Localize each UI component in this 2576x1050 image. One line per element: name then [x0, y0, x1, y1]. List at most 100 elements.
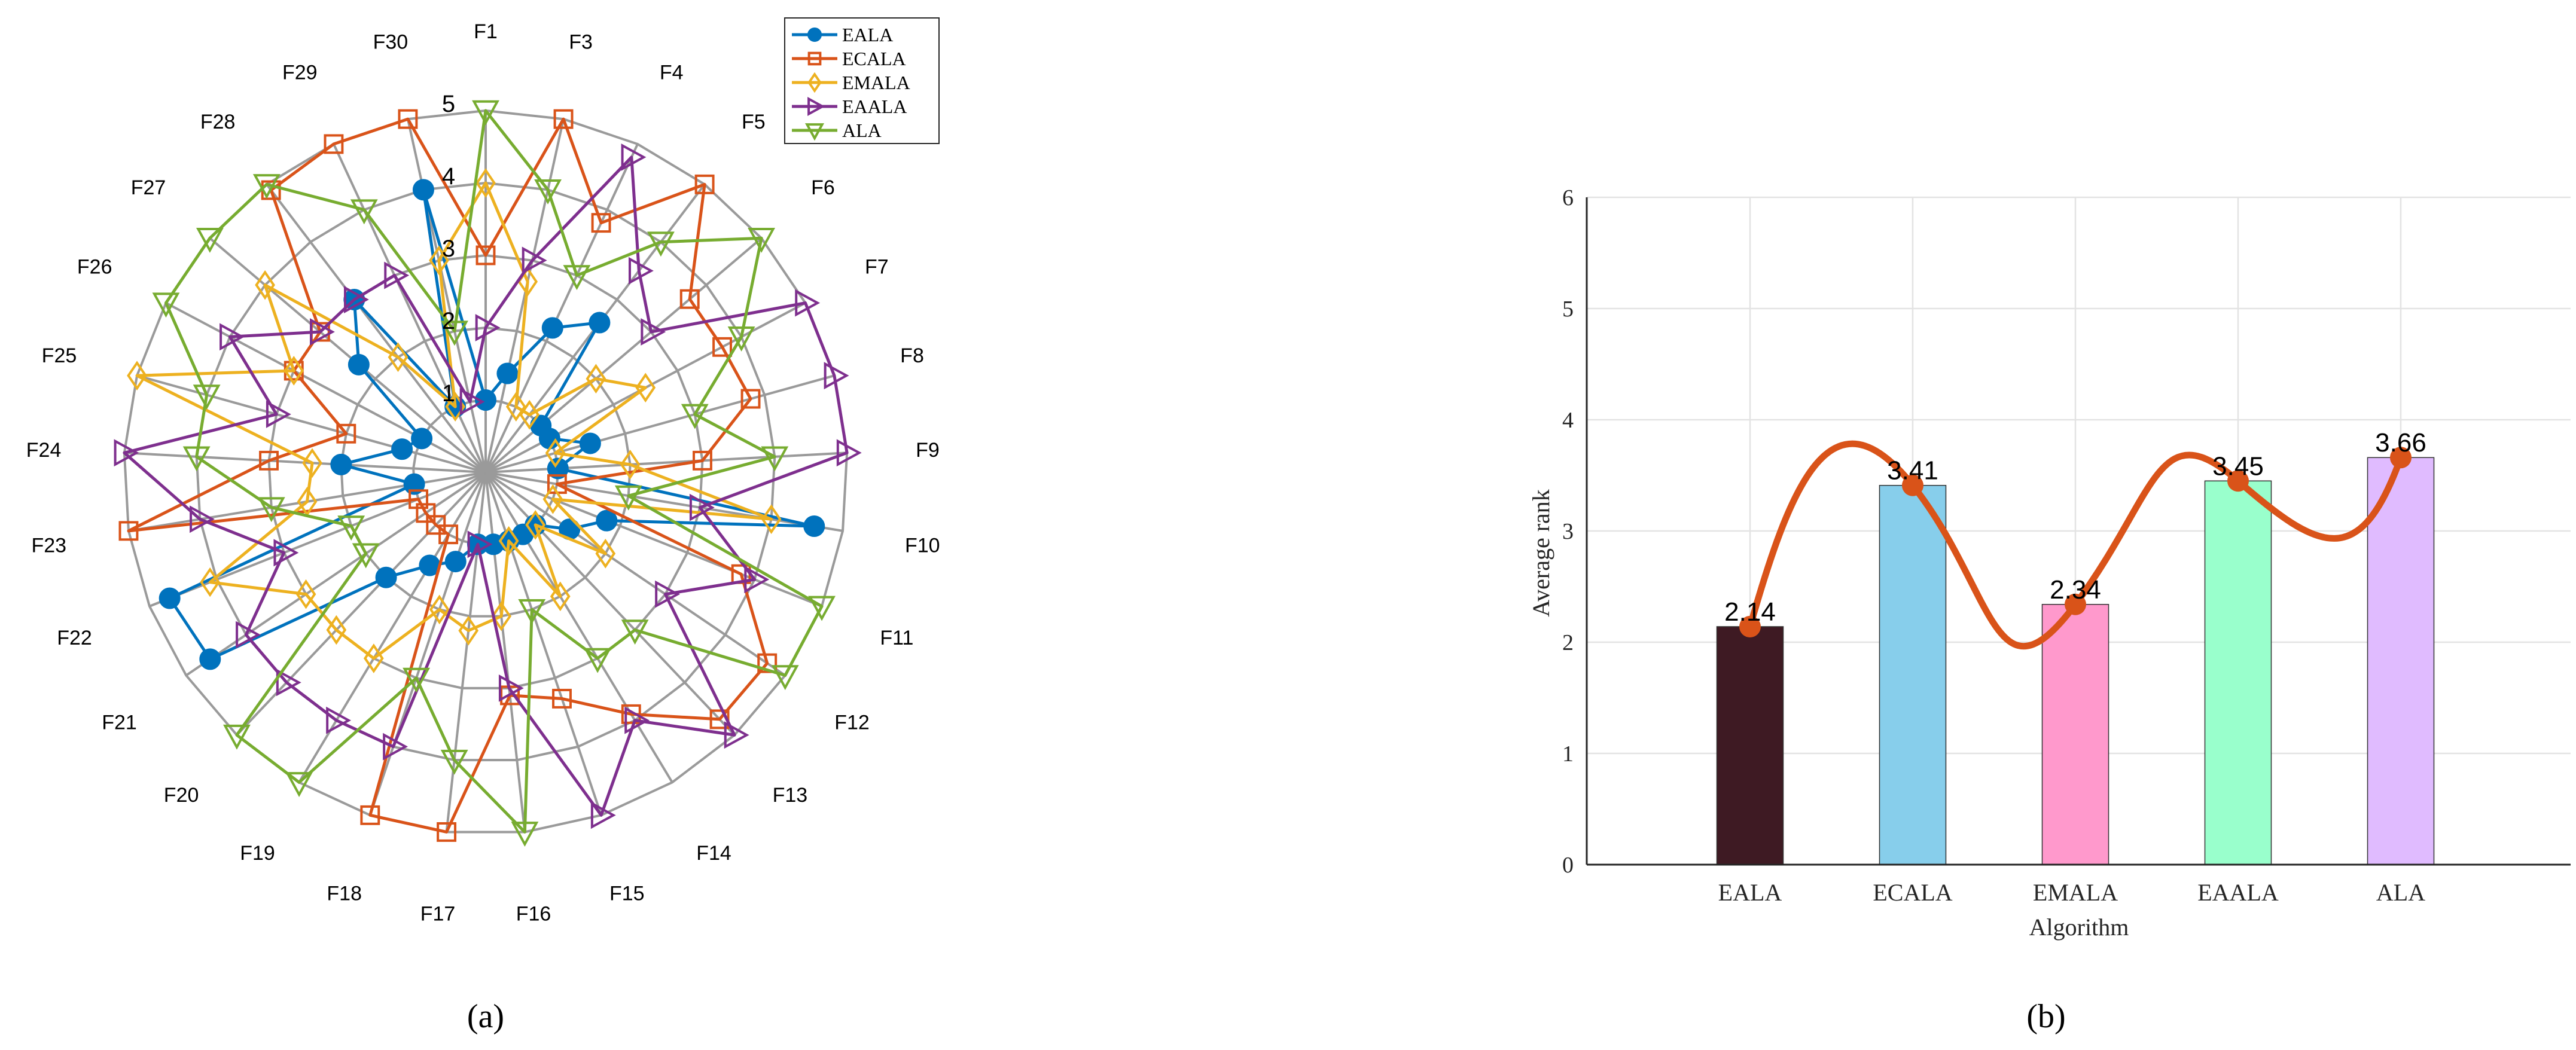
radar-point — [416, 503, 436, 523]
radar-point — [472, 100, 499, 126]
radar-point — [590, 801, 616, 829]
radar-spoke — [136, 374, 486, 474]
radar-axis-label: F26 — [77, 255, 112, 278]
bar-ticks: 0 1 2 3 4 5 6 EALA ECALA EMALA EAALA ALA — [1562, 185, 2425, 906]
radar-spoke — [209, 237, 487, 474]
radar-point — [408, 489, 429, 509]
radar-point — [127, 361, 147, 390]
panel-label-b: (b) — [2026, 998, 2065, 1035]
radar-point — [403, 667, 431, 693]
radar-spoke — [485, 451, 848, 474]
radar-point — [579, 432, 601, 454]
radar-point — [441, 321, 468, 346]
overlay-point — [1739, 615, 1761, 637]
radar-point — [795, 289, 821, 317]
radar-point — [621, 704, 641, 724]
x-tick-label: EALA — [1718, 879, 1782, 906]
legend: EALA ECALA EMALA EAALA ALA — [784, 17, 940, 144]
radar-point — [200, 567, 221, 597]
x-tick-label: ALA — [2376, 879, 2425, 906]
radar-point — [388, 342, 408, 373]
y-tick-label: 2 — [1562, 630, 1574, 655]
radar-point — [803, 515, 825, 538]
radar-point — [398, 109, 418, 129]
radar-point — [621, 619, 649, 645]
y-tick-label: 0 — [1562, 853, 1574, 878]
radar-ring-label: 5 — [442, 91, 455, 117]
radar-point — [771, 665, 799, 691]
radar-point — [426, 515, 446, 535]
radar-spoke — [485, 471, 843, 532]
radar-point — [681, 404, 709, 429]
radar-axis-label: F7 — [865, 255, 889, 278]
radar-axis-label: F18 — [327, 882, 362, 905]
radar-point — [437, 822, 457, 842]
radar-chart: F1 F3 F4 F5 F6 F7 F8 F9 F10 F11 F12 F13 F14 F15 F16 F17… — [26, 17, 940, 1035]
radar-point — [411, 428, 433, 450]
radar-axis-label: F3 — [569, 30, 593, 53]
radar-point — [757, 653, 778, 673]
radar-axis-label: F10 — [905, 535, 940, 557]
radar-point — [347, 353, 370, 376]
legend-item-emala: EMALA — [792, 72, 910, 93]
radar-series-eaala — [114, 143, 862, 829]
radar-point — [152, 292, 180, 318]
radar-ring-label: 4 — [442, 163, 455, 190]
radar-series-ala — [152, 100, 836, 847]
radar-axis-label: F29 — [282, 61, 318, 84]
radar-point — [344, 286, 369, 313]
bar-emala — [2041, 604, 2109, 865]
x-tick-label: EMALA — [2033, 879, 2118, 906]
bar-value-label: 3.66 — [2375, 428, 2426, 457]
radar-ring-label: 1 — [442, 380, 455, 407]
radar-point — [283, 356, 304, 386]
radar-axis-label: F5 — [742, 111, 766, 133]
radar-point — [542, 484, 563, 514]
radar-point — [475, 314, 501, 341]
radar-point — [595, 539, 616, 569]
radar-axis-label: F15 — [609, 882, 645, 905]
radar-point — [257, 497, 285, 523]
radar-point — [647, 231, 675, 257]
radar-axis-label: F1 — [474, 20, 498, 43]
radar-spoke — [484, 472, 526, 832]
radar-point — [236, 621, 261, 649]
radar-point — [641, 318, 666, 346]
radar-spoke — [368, 472, 487, 816]
y-tick-label: 3 — [1562, 519, 1574, 544]
radar-point — [158, 587, 181, 609]
y-tick-label: 5 — [1562, 297, 1574, 322]
legend-item-eala: EALA — [792, 24, 893, 45]
radar-point — [196, 228, 224, 253]
y-tick-label: 1 — [1562, 741, 1574, 767]
radar-spoke — [333, 144, 487, 473]
radar-point — [182, 446, 211, 472]
radar-spoke — [484, 144, 639, 473]
radar-spoke — [406, 118, 487, 473]
radar-point — [591, 213, 611, 233]
radar-point — [223, 724, 251, 750]
legend-items: EALA ECALA EMALA EAALA ALA — [792, 24, 910, 141]
radar-axis-label: F11 — [880, 627, 913, 649]
radar-point — [689, 493, 715, 521]
radar-series-line — [123, 155, 849, 817]
radar-point — [511, 822, 539, 847]
radar-point — [259, 450, 279, 471]
radar-axis-label: F12 — [834, 711, 870, 734]
radar-point — [199, 648, 221, 670]
radar-axis-label: F30 — [373, 30, 408, 53]
radar-point — [836, 439, 862, 467]
radar-grid — [123, 109, 849, 834]
radar-point — [363, 643, 384, 673]
radar-spoke — [165, 301, 486, 474]
radar-spoke — [266, 184, 487, 474]
radar-point — [545, 438, 566, 468]
radar-point — [310, 318, 335, 346]
radar-axis-label: F27 — [131, 176, 166, 199]
radar-point — [727, 326, 755, 352]
radar-spoke — [484, 471, 786, 677]
radar-point — [193, 384, 221, 410]
radar-point — [505, 392, 526, 422]
radar-point — [589, 312, 611, 334]
legend-label: ECALA — [842, 48, 906, 69]
